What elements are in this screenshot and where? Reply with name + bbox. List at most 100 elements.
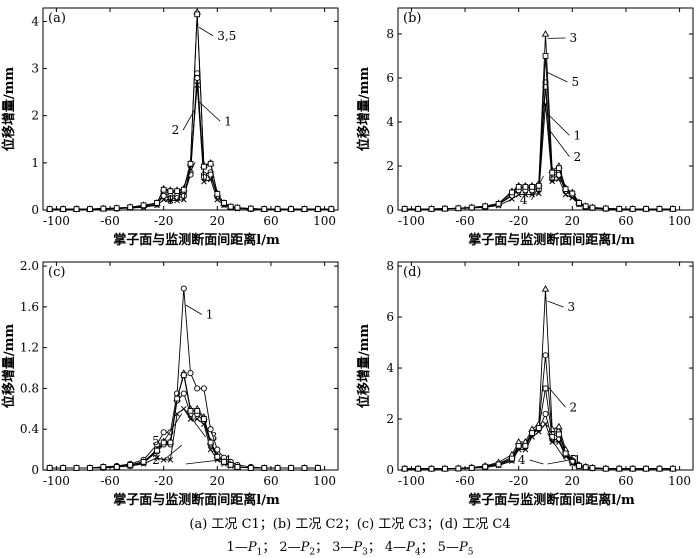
series-label: 4 xyxy=(520,193,528,207)
x-tick-label: -60 xyxy=(455,214,474,228)
series-2: 2 xyxy=(401,352,676,472)
data-point xyxy=(113,205,120,211)
data-point xyxy=(274,465,281,471)
x-tick-label: 100 xyxy=(668,474,691,488)
data-point xyxy=(140,458,147,465)
data-point xyxy=(542,410,549,417)
y-tick-label: 0 xyxy=(31,463,39,477)
data-point xyxy=(529,430,535,436)
data-point xyxy=(214,191,221,197)
data-point xyxy=(234,464,241,470)
data-point xyxy=(46,465,53,471)
data-point xyxy=(288,206,294,212)
series-line xyxy=(49,288,318,469)
x-tick-label: 60 xyxy=(263,474,278,488)
data-point xyxy=(656,465,663,472)
series-label: 1 xyxy=(224,114,232,128)
data-point xyxy=(428,465,435,472)
y-tick-label: 1 xyxy=(31,156,39,170)
series-2: 2 xyxy=(46,74,335,213)
x-axis-label: 掌子面与监测断面间距离l/m xyxy=(468,492,635,508)
data-point xyxy=(602,465,609,472)
y-tick-label: 0 xyxy=(31,203,39,217)
data-point xyxy=(535,425,542,431)
series-label: 4 xyxy=(224,453,232,467)
legend-caption: 1—P1； 2—P2； 3—P3； 4—P4； 5—P5 xyxy=(0,536,700,558)
data-point xyxy=(207,426,214,433)
data-point xyxy=(100,205,107,212)
x-tick-label: -60 xyxy=(455,474,474,488)
panel-label: (c) xyxy=(48,265,65,280)
y-axis-label: 位移增量/mm xyxy=(1,67,17,152)
series-label: 2 xyxy=(570,400,578,414)
data-point xyxy=(207,446,214,453)
data-point xyxy=(87,206,93,212)
series-4: 4 xyxy=(401,101,676,212)
data-point xyxy=(555,422,563,430)
data-point xyxy=(214,453,221,460)
series-label-leader xyxy=(547,72,568,83)
data-point xyxy=(207,160,214,167)
data-point xyxy=(629,206,636,212)
data-point xyxy=(154,454,160,461)
series-label: 5 xyxy=(572,75,580,89)
data-point xyxy=(509,189,515,196)
y-axis-label: 位移增量/mm xyxy=(356,67,372,152)
plot-frame xyxy=(42,261,339,471)
y-tick-label: 1.6 xyxy=(20,300,39,314)
data-point xyxy=(167,456,174,463)
data-point xyxy=(60,206,66,212)
series-label: 3 xyxy=(568,300,576,314)
y-tick-label: 0.8 xyxy=(20,381,39,395)
series-label: 1 xyxy=(574,128,582,142)
x-tick-label: -100 xyxy=(398,214,425,228)
legend-entry-1: 1—P1； xyxy=(226,540,276,558)
y-tick-label: 0 xyxy=(386,463,394,477)
data-point xyxy=(643,206,649,212)
series-label-leader xyxy=(547,113,570,136)
series-label: 2 xyxy=(152,453,160,467)
data-point xyxy=(582,464,589,471)
data-point xyxy=(174,395,180,402)
data-point xyxy=(556,165,562,172)
data-point xyxy=(315,465,321,471)
x-axis-label: 掌子面与监测断面间距离l/m xyxy=(113,232,280,248)
data-point xyxy=(201,416,207,422)
data-point xyxy=(656,206,663,212)
data-point xyxy=(541,30,550,37)
data-point xyxy=(643,465,649,472)
data-point xyxy=(468,465,475,471)
y-tick-label: 2 xyxy=(386,159,394,173)
series-1: 1 xyxy=(46,70,335,213)
x-axis-label: 掌子面与监测断面间距离l/m xyxy=(468,232,635,248)
data-point xyxy=(529,184,535,190)
chart-panel-4: (d) -100 -60 -20 20 60 100 0 2 4 6 8 掌子面与监测断面间距离l/m 位… xyxy=(356,259,694,508)
series-line xyxy=(49,375,318,469)
plot-frame xyxy=(397,7,694,211)
series-line xyxy=(49,14,332,210)
data-point xyxy=(100,464,107,470)
series-label: 3 xyxy=(210,430,218,444)
data-point xyxy=(482,203,489,210)
x-tick-label: 20 xyxy=(565,214,580,228)
data-point xyxy=(234,204,241,211)
data-point xyxy=(569,190,576,197)
data-point xyxy=(301,206,308,212)
data-point xyxy=(616,465,623,472)
series-line xyxy=(49,392,318,469)
series-line xyxy=(49,373,318,469)
series-label-leader xyxy=(185,459,220,465)
series-label-leader xyxy=(198,27,214,37)
series-label: 5 xyxy=(570,453,578,467)
panel-label: (a) xyxy=(48,11,66,26)
data-point xyxy=(549,439,556,445)
chart-panel-1: (a) -100 -60 -20 20 60 100 0 1 2 3 4 掌子面与监测断面间距离l/m 位… xyxy=(1,7,339,248)
data-point xyxy=(541,285,550,292)
series-line xyxy=(49,77,332,210)
y-tick-label: 0.4 xyxy=(20,422,39,436)
data-point xyxy=(442,465,448,472)
series-label: 1 xyxy=(574,453,582,467)
data-point xyxy=(227,462,234,468)
data-point xyxy=(160,186,167,193)
series-label-leader xyxy=(185,304,202,315)
